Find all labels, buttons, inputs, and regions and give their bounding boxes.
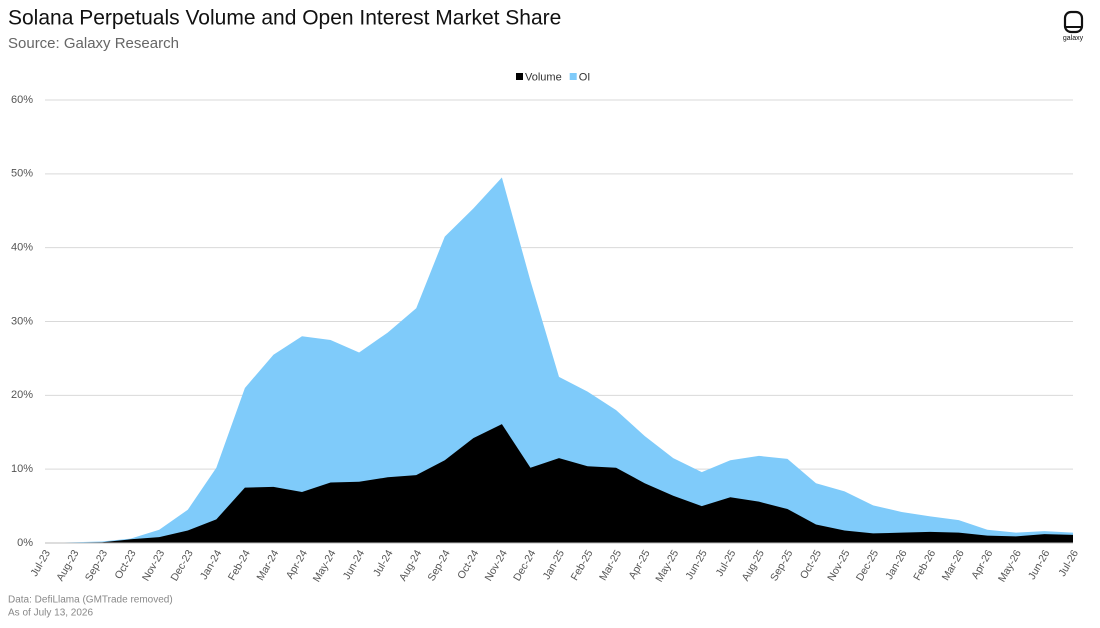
x-tick-label: Jun-25 <box>683 548 710 582</box>
x-tick-label: Apr-25 <box>627 548 653 581</box>
x-tick-label: Jul-26 <box>1056 548 1081 579</box>
y-tick-label: 30% <box>11 315 33 327</box>
x-tick-label: Nov-25 <box>825 548 852 583</box>
y-tick-label: 40% <box>11 242 33 254</box>
areas <box>45 177 1073 543</box>
legend-label: Volume <box>525 71 562 83</box>
logo: galaxy <box>1063 10 1084 42</box>
area <box>45 177 1073 543</box>
x-tick-label: Mar-25 <box>597 548 624 583</box>
y-tick-label: 10% <box>11 463 33 475</box>
x-tick-label: May-25 <box>653 548 681 584</box>
y-tick-label: 60% <box>11 94 33 106</box>
x-tick-label: Jan-25 <box>541 548 568 582</box>
x-tick-label: Aug-23 <box>54 548 81 583</box>
x-tick-label: Sep-23 <box>83 548 110 583</box>
area <box>45 424 1073 543</box>
x-tick-label: Jul-23 <box>28 548 53 579</box>
x-tick-label: Dec-25 <box>854 548 881 583</box>
x-tick-label: Nov-24 <box>483 548 510 583</box>
x-tick-label: Jul-24 <box>371 548 396 579</box>
x-tick-label: Oct-23 <box>113 548 139 581</box>
legend-swatch <box>569 73 577 80</box>
x-tick-label: Oct-24 <box>455 548 481 581</box>
x-tick-label: Sep-25 <box>768 548 795 583</box>
x-tick-label: Feb-24 <box>226 548 253 583</box>
chart-subtitle: Source: Galaxy Research <box>8 35 179 52</box>
legend-label: OI <box>579 71 591 83</box>
x-tick-label: Sep-24 <box>425 548 452 583</box>
x-tick-label: Oct-25 <box>798 548 824 581</box>
x-tick-label: Apr-24 <box>284 548 310 581</box>
x-tick-label: Aug-24 <box>397 548 424 583</box>
x-tick-label: Nov-23 <box>140 548 167 583</box>
x-tick-label: Apr-26 <box>969 548 995 581</box>
y-tick-label: 20% <box>11 389 33 401</box>
note: As of July 13, 2026 <box>8 608 93 619</box>
x-tick-label: Dec-23 <box>168 548 195 583</box>
x-tick-label: Dec-24 <box>511 548 538 583</box>
x-tick-label: Aug-25 <box>740 548 767 583</box>
x-tick-label: Jan-24 <box>198 548 225 582</box>
x-tick-label: Jul-25 <box>714 548 739 579</box>
x-tick-label: Mar-26 <box>940 548 967 583</box>
legend-swatch <box>516 73 523 80</box>
note: Data: DefiLlama (GMTrade removed) <box>8 595 173 606</box>
x-tick-label: Feb-26 <box>911 548 938 583</box>
y-tick-label: 50% <box>11 168 33 180</box>
x-tick-label: May-24 <box>311 548 339 584</box>
y-tick-label: 0% <box>17 537 33 549</box>
x-tick-label: Jun-24 <box>341 548 368 582</box>
x-tick-label: Feb-25 <box>569 548 596 583</box>
logo-text: galaxy <box>1063 35 1084 42</box>
x-tick-label: Mar-24 <box>254 548 281 583</box>
x-tick-label: Jun-26 <box>1026 548 1053 582</box>
x-tick-label: May-26 <box>996 548 1024 584</box>
logo-icon <box>1063 10 1084 34</box>
chart-title: Solana Perpetuals Volume and Open Intere… <box>8 7 561 30</box>
x-tick-label: Jan-26 <box>883 548 910 582</box>
